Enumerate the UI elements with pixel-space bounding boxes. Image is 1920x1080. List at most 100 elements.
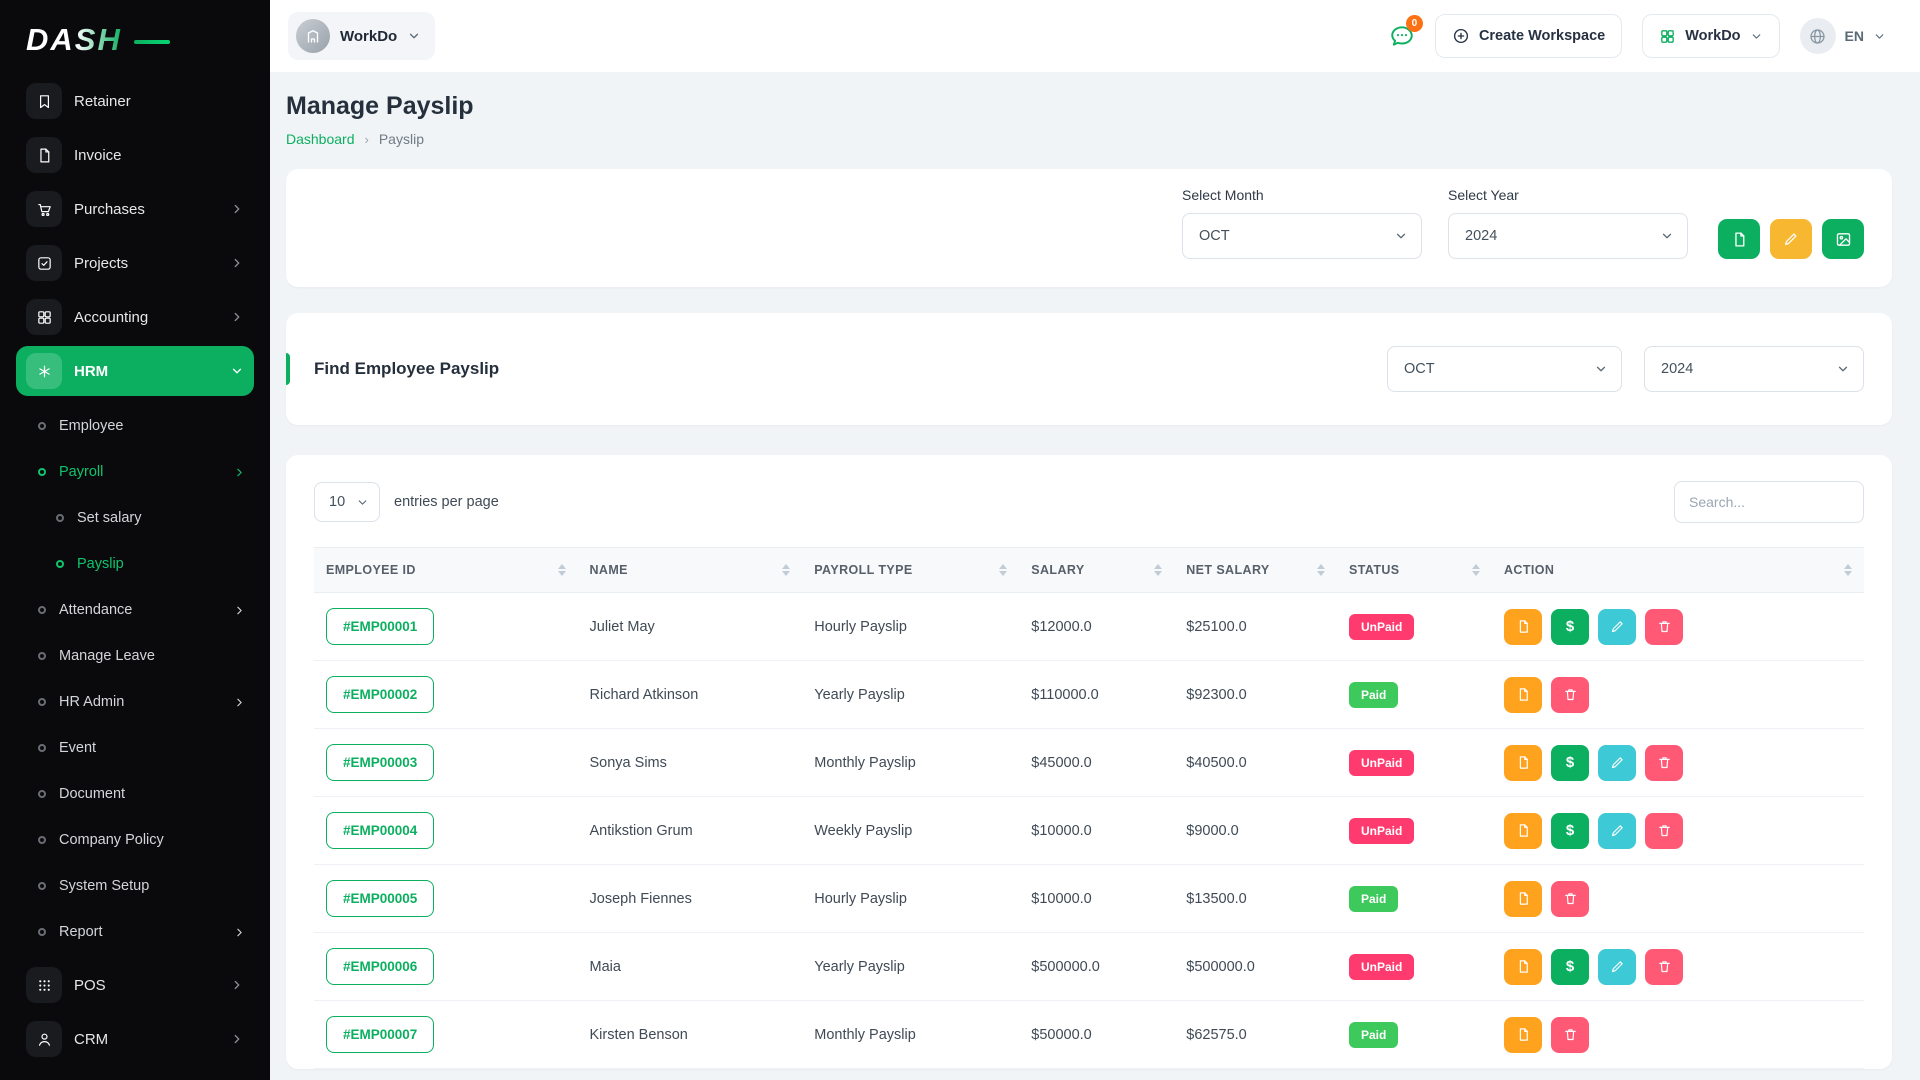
column-header-payroll-type[interactable]: PAYROLL TYPE (802, 547, 1020, 593)
employee-id-link[interactable]: #EMP00003 (326, 744, 435, 781)
sidebar-item-hrm[interactable]: HRM (16, 346, 254, 396)
sort-icon (1472, 564, 1480, 576)
sidebar-item-accounting[interactable]: Accounting (16, 292, 254, 342)
payslip-button[interactable] (1504, 948, 1542, 985)
delete-button[interactable] (1645, 812, 1683, 849)
row-actions (1504, 880, 1852, 917)
sidebar-item-document[interactable]: Document (22, 771, 254, 817)
edit-button[interactable] (1598, 948, 1636, 985)
delete-button[interactable] (1645, 608, 1683, 645)
messages-button[interactable]: 0 (1389, 15, 1423, 49)
app-logo[interactable]: DASH (16, 14, 254, 66)
sidebar-item-company-policy[interactable]: Company Policy (22, 817, 254, 863)
sidebar-item-label: Payslip (77, 556, 124, 572)
delete-button[interactable] (1551, 880, 1589, 917)
pay-button[interactable]: $ (1551, 948, 1589, 985)
sidebar-item-attendance[interactable]: Attendance (22, 587, 254, 633)
dollar-icon: $ (1565, 958, 1575, 975)
sidebar-item-label: Manage Leave (59, 648, 155, 664)
chevron-right-icon (230, 310, 244, 324)
create-workspace-button[interactable]: Create Workspace (1434, 14, 1623, 58)
bulk-payslip-button[interactable] (1718, 219, 1760, 259)
sidebar-item-manage-leave[interactable]: Manage Leave (22, 633, 254, 679)
sidebar-item-purchases[interactable]: Purchases (16, 184, 254, 234)
payslip-button[interactable] (1504, 744, 1542, 781)
table-row: #EMP00006 Maia Yearly Payslip $500000.0 $500… (314, 932, 1864, 1001)
entries-per-page-select[interactable]: 10 (314, 482, 380, 522)
row-actions (1504, 676, 1852, 713)
sidebar-item-retainer[interactable]: Retainer (16, 76, 254, 126)
pay-button[interactable]: $ (1551, 744, 1589, 781)
payslip-button[interactable] (1504, 1016, 1542, 1053)
bullet-icon (38, 928, 46, 936)
sidebar-item-report[interactable]: Report (22, 909, 254, 955)
chevron-down-icon (356, 496, 369, 509)
sidebar-item-label: Purchases (74, 200, 145, 218)
table-header: EMPLOYEE ID NAME PAYROLL TYPE SALARY NET SAL… (314, 547, 1864, 593)
select-month-value: OCT (1199, 228, 1230, 244)
sidebar-item-employee[interactable]: Employee (22, 403, 254, 449)
payslip-button[interactable] (1504, 880, 1542, 917)
pay-button[interactable]: $ (1551, 608, 1589, 645)
sidebar-item-projects[interactable]: Projects (16, 238, 254, 288)
employee-name: Antikstion Grum (577, 796, 803, 865)
breadcrumb-dashboard-link[interactable]: Dashboard (286, 131, 355, 147)
sidebar-item-hr-admin[interactable]: HR Admin (22, 679, 254, 725)
table-row: #EMP00005 Joseph Fiennes Hourly Payslip $10… (314, 864, 1864, 933)
bullet-icon (38, 836, 46, 844)
sidebar-item-crm[interactable]: CRM (16, 1014, 254, 1064)
edit-button[interactable] (1598, 608, 1636, 645)
employee-id-link[interactable]: #EMP00007 (326, 1016, 435, 1053)
select-year-dropdown[interactable]: 2024 (1448, 213, 1688, 259)
sidebar-item-event[interactable]: Event (22, 725, 254, 771)
language-selector[interactable]: EN (1799, 18, 1886, 54)
sidebar-item-payroll[interactable]: Payroll (22, 449, 254, 495)
payslip-button[interactable] (1504, 676, 1542, 713)
employee-id-link[interactable]: #EMP00002 (326, 676, 435, 713)
search-input[interactable] (1674, 481, 1864, 523)
sidebar-item-label: Payroll (59, 464, 104, 480)
find-year-dropdown[interactable]: 2024 (1644, 346, 1864, 392)
delete-button[interactable] (1551, 676, 1589, 713)
sidebar-item-system-setup[interactable]: System Setup (22, 863, 254, 909)
chat-icon (1391, 26, 1413, 46)
column-header-name[interactable]: NAME (577, 547, 803, 593)
employee-id-link[interactable]: #EMP00006 (326, 948, 435, 985)
delete-button[interactable] (1645, 948, 1683, 985)
edit-button[interactable] (1598, 812, 1636, 849)
sidebar-item-payslip[interactable]: Payslip (22, 541, 254, 587)
edit-button[interactable] (1598, 744, 1636, 781)
export-button[interactable] (1822, 219, 1864, 259)
sidebar-item-pos[interactable]: POS (16, 960, 254, 1010)
column-header-employee-id[interactable]: EMPLOYEE ID (314, 547, 578, 593)
employee-id-link[interactable]: #EMP00001 (326, 608, 435, 645)
payslip-button[interactable] (1504, 812, 1542, 849)
sort-icon (1844, 564, 1852, 576)
column-header-status[interactable]: STATUS (1337, 547, 1492, 593)
employee-id-link[interactable]: #EMP00005 (326, 880, 435, 917)
select-year-value: 2024 (1465, 228, 1498, 244)
find-section-title: Find Employee Payslip (314, 359, 500, 378)
delete-button[interactable] (1551, 1016, 1589, 1053)
select-month-dropdown[interactable]: OCT (1182, 213, 1422, 259)
employee-id-link[interactable]: #EMP00004 (326, 812, 435, 849)
pay-button[interactable]: $ (1551, 812, 1589, 849)
net-salary: $13500.0 (1174, 864, 1337, 933)
sort-icon (557, 564, 566, 576)
sidebar-item-label: HR Admin (59, 694, 125, 710)
workspace-switcher[interactable]: WorkDo (288, 12, 436, 60)
workdo-dropdown-button[interactable]: WorkDo (1642, 14, 1780, 58)
sort-icon (782, 564, 791, 576)
bullet-icon (38, 652, 46, 660)
column-header-action[interactable]: ACTION (1492, 547, 1864, 593)
column-header-net-salary[interactable]: NET SALARY (1174, 547, 1337, 593)
sidebar-item-set-salary[interactable]: Set salary (22, 495, 254, 541)
column-header-salary[interactable]: SALARY (1019, 547, 1175, 593)
table-row: #EMP00003 Sonya Sims Monthly Payslip $45000… (314, 728, 1864, 797)
find-month-dropdown[interactable]: OCT (1387, 346, 1622, 392)
sort-icon (1154, 564, 1163, 576)
payslip-button[interactable] (1504, 608, 1542, 645)
sidebar-item-invoice[interactable]: Invoice (16, 130, 254, 180)
bulk-edit-button[interactable] (1770, 219, 1812, 259)
delete-button[interactable] (1645, 744, 1683, 781)
